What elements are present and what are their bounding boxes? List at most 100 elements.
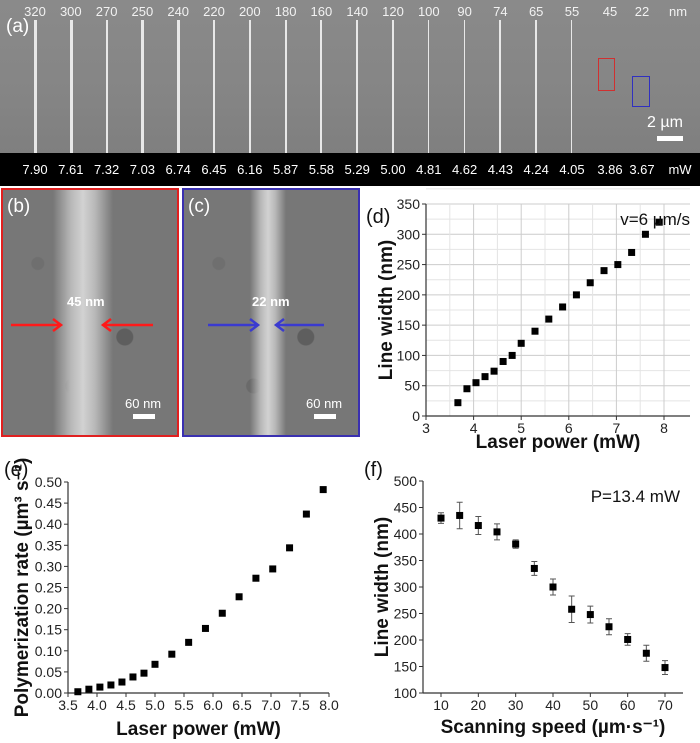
written-line xyxy=(463,20,466,153)
laser-power-label: 5.58 xyxy=(308,162,335,177)
line-width-label: 200 xyxy=(238,4,261,19)
data-point xyxy=(151,660,159,668)
line-width-label: 220 xyxy=(203,4,225,19)
laser-power-label: 4.62 xyxy=(451,162,478,177)
data-point xyxy=(661,664,669,672)
laser-power-label: 7.03 xyxy=(129,162,156,177)
line-width-label: 300 xyxy=(59,4,82,19)
written-line xyxy=(320,20,323,153)
written-line xyxy=(34,20,37,153)
written-line xyxy=(284,20,287,153)
panel-label: (f) xyxy=(364,459,383,481)
y-tick-label: 250 xyxy=(397,257,421,273)
y-tick-label: 350 xyxy=(397,196,421,212)
x-tick-label: 6.5 xyxy=(232,697,252,713)
data-point xyxy=(642,649,650,657)
y-tick-label: 100 xyxy=(394,685,418,701)
written-line xyxy=(177,20,180,153)
scale-bar-a-label: 2 µm xyxy=(647,114,683,131)
x-tick-label: 3.5 xyxy=(58,697,78,713)
data-point xyxy=(600,267,608,275)
line-width-label: 240 xyxy=(167,4,190,19)
data-point xyxy=(531,327,539,335)
data-point xyxy=(107,681,115,689)
x-tick-label: 7.5 xyxy=(290,697,310,713)
panel-a-label: (a) xyxy=(6,16,30,37)
x-tick-label: 4 xyxy=(470,420,478,436)
data-point xyxy=(437,514,445,522)
x-tick-label: 7 xyxy=(613,420,621,436)
data-point xyxy=(129,673,137,681)
written-line xyxy=(248,20,252,153)
chart-f: 10 20 30 40 50 60 70 100 150 200 250 300 350 400 450 50… xyxy=(364,459,683,738)
line-width-label: 55 xyxy=(564,4,580,19)
y-tick-label: 150 xyxy=(397,317,421,333)
power-unit: mW xyxy=(668,162,692,177)
laser-power-label: 4.24 xyxy=(523,162,549,177)
y-tick-label: 0.15 xyxy=(35,622,62,638)
x-tick-label: 5.0 xyxy=(145,697,165,713)
line-width-label: 180 xyxy=(274,4,297,19)
chart-annotation: v=6 µm/s xyxy=(620,210,690,229)
y-tick-label: 0.50 xyxy=(35,474,62,490)
y-tick-label: 0.00 xyxy=(35,685,62,701)
data-point xyxy=(545,315,553,323)
y-tick-label: 400 xyxy=(394,526,418,542)
line-width-label: 320 xyxy=(24,4,46,19)
laser-power-label: 5.29 xyxy=(344,162,370,177)
data-point xyxy=(508,351,516,359)
data-point xyxy=(472,379,480,387)
x-tick-label: 30 xyxy=(508,697,524,713)
chart-annotation: P=13.4 mW xyxy=(591,487,680,506)
chart-d: 3 4 5 6 7 8 0 50 100 150 200 250 300 350 Laser power (… xyxy=(366,188,690,453)
y-tick-label: 350 xyxy=(394,553,418,569)
y-tick-label: 150 xyxy=(394,659,418,675)
y-tick-label: 50 xyxy=(404,378,420,394)
laser-power-label: 7.61 xyxy=(58,162,84,177)
x-tick-label: 10 xyxy=(433,697,449,713)
y-tick-label: 200 xyxy=(394,632,418,648)
scale-bar-c xyxy=(314,414,336,419)
panel-c-label: (c) xyxy=(188,196,211,217)
data-point xyxy=(641,230,649,238)
data-point xyxy=(628,248,636,256)
data-point xyxy=(474,522,482,530)
y-tick-label: 250 xyxy=(394,606,418,622)
x-tick-label: 3 xyxy=(422,420,430,436)
y-axis-label: Polymerization rate (µm³ s⁻¹) xyxy=(12,458,33,718)
panel-label: (e) xyxy=(4,459,28,481)
laser-power-label: 5.87 xyxy=(272,162,299,177)
data-point xyxy=(456,511,464,519)
written-line xyxy=(535,20,537,153)
scale-bar-c-label: 60 nm xyxy=(306,396,343,411)
line-width-label: 65 xyxy=(528,4,544,19)
written-line xyxy=(392,20,394,153)
x-tick-label: 6 xyxy=(565,420,573,436)
data-point xyxy=(530,564,538,572)
data-point xyxy=(235,593,243,601)
y-tick-label: 500 xyxy=(394,473,418,489)
y-tick-label: 100 xyxy=(397,347,421,363)
data-point xyxy=(490,367,498,375)
laser-power-label: 6.16 xyxy=(237,162,263,177)
data-point xyxy=(624,635,632,643)
x-axis-label: Laser power (mW) xyxy=(116,719,281,740)
data-point xyxy=(614,261,622,269)
laser-power-label: 5.00 xyxy=(380,162,406,177)
written-line xyxy=(213,20,216,153)
data-point xyxy=(568,605,576,613)
x-tick-label: 40 xyxy=(545,697,561,713)
line-width-label: 90 xyxy=(457,4,472,19)
y-tick-label: 0.20 xyxy=(35,601,62,617)
x-tick-label: 70 xyxy=(657,697,673,713)
x-tick-label: 8 xyxy=(660,420,668,436)
data-point xyxy=(185,638,193,646)
laser-power-label: 6.45 xyxy=(201,162,227,177)
panel-c-sem-image: (c) 22 nm 60 nm xyxy=(182,188,360,437)
written-line xyxy=(571,20,573,153)
data-point xyxy=(118,678,126,686)
data-point xyxy=(481,373,489,381)
scale-bar-b-label: 60 nm xyxy=(125,396,162,411)
line-width-label: 74 xyxy=(493,4,508,19)
